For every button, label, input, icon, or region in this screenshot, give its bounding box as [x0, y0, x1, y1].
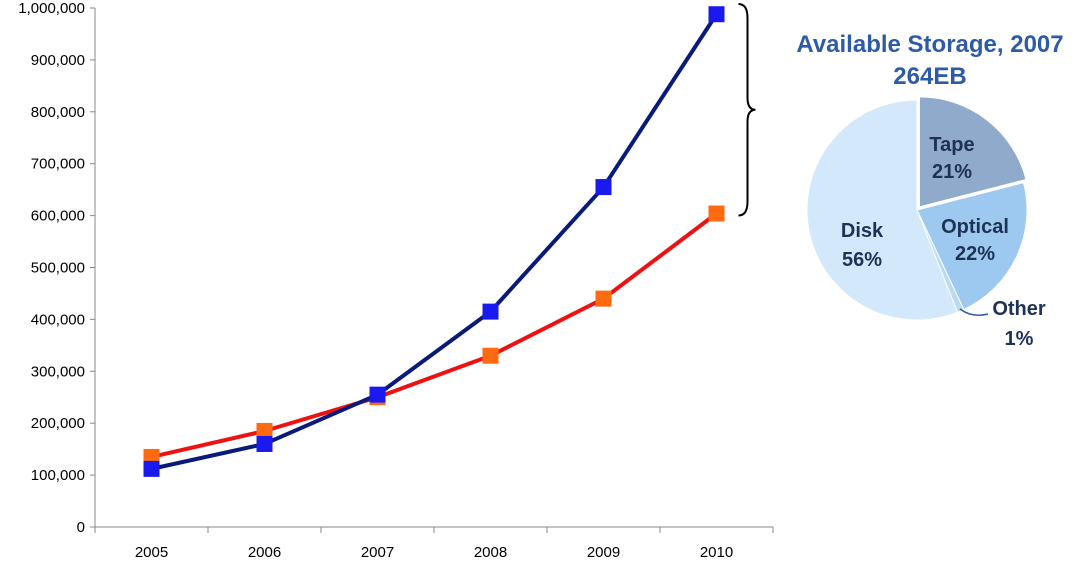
series-1-marker — [708, 6, 725, 23]
series-1-marker — [256, 435, 273, 452]
pie-layer — [806, 96, 1028, 321]
pie-title: Available Storage, 2007 — [796, 31, 1063, 58]
x-tick-label: 2005 — [135, 544, 168, 561]
x-tick-label: 2008 — [474, 544, 507, 561]
series-1-marker — [595, 179, 612, 196]
pie-label-other-name: Other — [992, 298, 1046, 320]
series-1-marker — [482, 303, 499, 320]
y-tick-label: 800,000 — [31, 104, 85, 121]
series-line-1 — [151, 13, 719, 471]
pie-label-optical-name: Optical — [941, 216, 1009, 238]
x-tick-label: 2009 — [587, 544, 620, 561]
x-tick-labels: 2005 2006 2007 2008 2009 2010 — [135, 544, 733, 561]
brace-path — [738, 3, 756, 217]
pie-subtitle: 264EB — [893, 63, 966, 90]
pie-label-other-value: 1% — [1005, 328, 1034, 350]
y-tick-label: 1,000,000 — [18, 0, 85, 17]
pie-slice-optical — [916, 182, 1028, 311]
brace-annotation — [738, 3, 756, 217]
series-1-marker — [143, 460, 160, 477]
x-tick-label: 2010 — [700, 544, 733, 561]
y-tick-label: 600,000 — [31, 208, 85, 225]
y-tick-label: 300,000 — [31, 363, 85, 380]
series-line-2 — [151, 211, 718, 459]
y-tick-label: 0 — [77, 519, 85, 536]
y-tick-labels: 0 100,000 200,000 300,000 400,000 500,000 600,… — [18, 0, 85, 536]
series-2-marker — [595, 290, 612, 307]
pie-label-disk-value: 56% — [842, 249, 882, 271]
series-2-marker — [482, 347, 499, 364]
x-tick-label: 2006 — [248, 544, 281, 561]
pie-slice-tape — [918, 96, 1027, 208]
pie-slice-disk — [806, 99, 959, 321]
pie-other-leader-line — [959, 308, 989, 316]
line-chart-axes — [90, 7, 774, 533]
y-tick-label: 200,000 — [31, 415, 85, 432]
pie-label-tape-name: Tape — [929, 134, 974, 156]
y-tick-label: 100,000 — [31, 467, 85, 484]
series-2-marker — [256, 422, 273, 439]
y-tick-label: 900,000 — [31, 52, 85, 69]
pie-label-tape-value: 21% — [932, 161, 972, 183]
series-2-marker — [708, 205, 725, 222]
y-tick-label: 400,000 — [31, 311, 85, 328]
x-tick-label: 2007 — [361, 544, 394, 561]
series-1-marker — [369, 386, 386, 403]
y-tick-label: 500,000 — [31, 260, 85, 277]
y-tick-label: 700,000 — [31, 156, 85, 173]
pie-label-optical-value: 22% — [955, 243, 995, 265]
pie-label-disk-name: Disk — [841, 220, 884, 242]
line-series-layer — [143, 6, 725, 477]
